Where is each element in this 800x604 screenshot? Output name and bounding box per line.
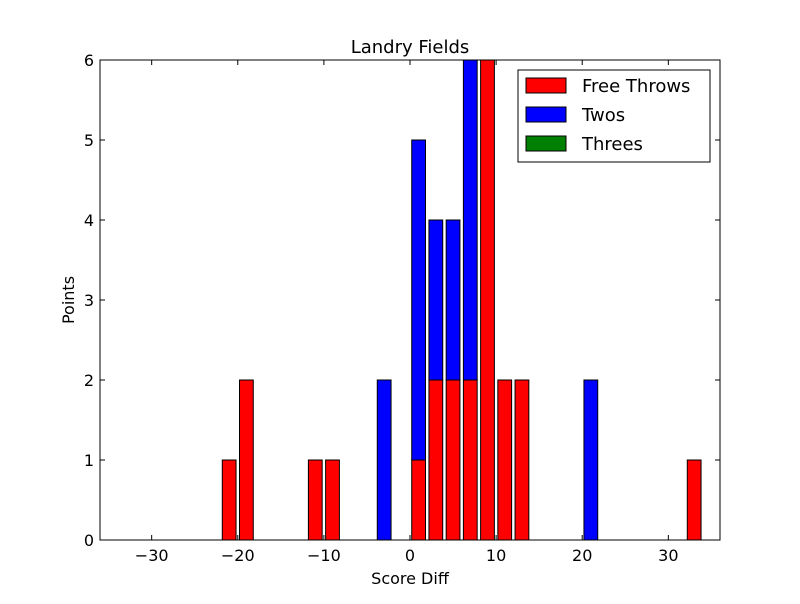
x-tick-label: −30 — [135, 546, 169, 565]
bar-free-throws — [497, 379, 513, 541]
legend-label-free-throws: Free Throws — [582, 76, 690, 97]
bar-free-throws — [325, 459, 340, 541]
x-tick-label: 10 — [486, 546, 506, 565]
legend-swatch-twos — [525, 106, 567, 123]
bar-free-throws — [411, 459, 427, 541]
bar-free-throws — [307, 459, 323, 541]
x-axis-label: Score Diff — [371, 569, 450, 588]
bar-free-throws — [480, 59, 495, 541]
bar-twos — [376, 379, 392, 541]
y-tick-label: 6 — [84, 51, 94, 70]
legend-label-twos: Twos — [581, 105, 625, 126]
bar-free-throws — [514, 379, 530, 541]
y-tick-label: 2 — [84, 371, 94, 390]
y-tick-label: 5 — [84, 131, 94, 150]
bar-twos — [583, 379, 599, 541]
chart-title: Landry Fields — [351, 37, 470, 58]
legend-swatch-threes — [525, 135, 567, 152]
bar-twos — [462, 59, 478, 381]
x-tick-label: 30 — [658, 546, 678, 565]
ticks-layer: −30 −20 −10 0 10 20 30 0 1 2 3 4 5 6 — [84, 51, 720, 565]
y-tick-label: 3 — [84, 291, 94, 310]
x-tick-label: −10 — [307, 546, 341, 565]
bar-free-throws — [221, 459, 237, 541]
bar-free-throws — [686, 459, 702, 541]
legend-label-threes: Threes — [581, 134, 643, 155]
legend: Free Throws Twos Threes — [517, 69, 711, 163]
bar-free-throws — [239, 379, 254, 541]
bar-free-throws — [428, 379, 444, 541]
bar-free-throws — [445, 379, 461, 541]
legend-swatch-free-throws — [525, 77, 567, 94]
x-tick-label: −20 — [221, 546, 255, 565]
y-tick-label: 4 — [84, 211, 94, 230]
x-tick-label: 0 — [405, 546, 415, 565]
bar-twos — [411, 139, 427, 461]
bar-twos — [445, 219, 461, 381]
bar-free-throws — [462, 379, 478, 541]
bars-layer — [221, 59, 702, 541]
y-tick-label: 1 — [84, 451, 94, 470]
y-axis-label: Points — [59, 276, 78, 324]
bar-twos — [428, 219, 444, 381]
x-tick-label: 20 — [572, 546, 592, 565]
y-tick-label: 0 — [84, 531, 94, 550]
